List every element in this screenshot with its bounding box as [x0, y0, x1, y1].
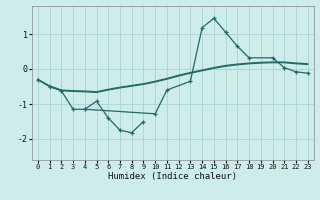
X-axis label: Humidex (Indice chaleur): Humidex (Indice chaleur): [108, 172, 237, 181]
